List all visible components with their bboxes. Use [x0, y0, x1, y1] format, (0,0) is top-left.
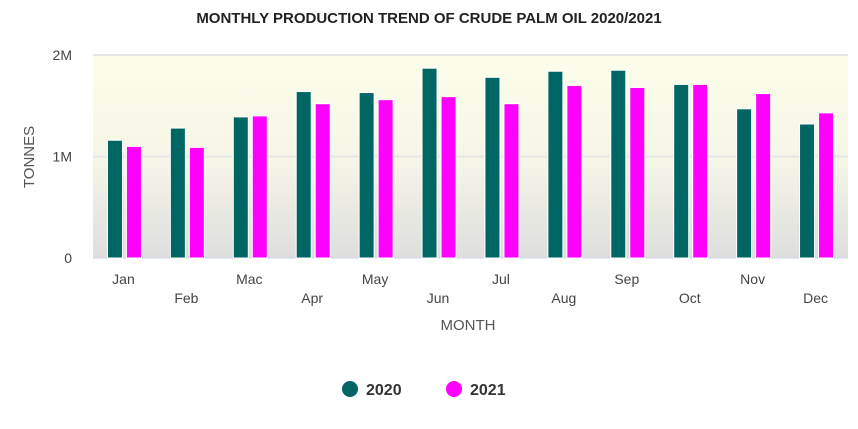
bar-2021-Dec[interactable]: [818, 112, 835, 259]
x-tick-label: Aug: [551, 290, 576, 306]
bar-2020-Apr[interactable]: [295, 91, 312, 259]
bar-2021-Feb[interactable]: [188, 146, 205, 259]
x-tick-label: Oct: [679, 290, 701, 306]
x-tick-label: Apr: [301, 290, 323, 306]
x-tick-label: Jul: [492, 271, 510, 287]
y-tick-label: 2M: [53, 47, 72, 63]
bar-2020-Mac[interactable]: [232, 116, 249, 259]
bar-2020-Aug[interactable]: [547, 70, 564, 259]
legend-marker[interactable]: [342, 381, 358, 397]
bar-2020-Oct[interactable]: [673, 83, 690, 259]
bar-2021-May[interactable]: [377, 99, 394, 259]
bar-2021-Apr[interactable]: [314, 103, 331, 259]
x-tick-label: Nov: [740, 271, 765, 287]
x-tick-label: Mac: [236, 271, 262, 287]
bar-2020-Nov[interactable]: [736, 108, 753, 259]
y-tick-label: 0: [64, 250, 72, 266]
x-tick-label: Sep: [614, 271, 639, 287]
bar-2020-May[interactable]: [358, 92, 375, 259]
y-tick-label: 1M: [53, 149, 72, 165]
legend-label[interactable]: 2021: [470, 382, 506, 399]
bar-2020-Jan[interactable]: [106, 139, 123, 259]
x-tick-label: Feb: [174, 290, 198, 306]
bar-2021-Sep[interactable]: [629, 86, 646, 259]
y-axis-label: TONNES: [21, 126, 38, 188]
bar-2020-Sep[interactable]: [610, 69, 627, 259]
bar-2020-Jun[interactable]: [421, 67, 438, 259]
bar-2021-Mac[interactable]: [251, 115, 268, 259]
bar-2020-Dec[interactable]: [799, 123, 816, 259]
x-tick-label: May: [362, 271, 388, 287]
bar-2021-Nov[interactable]: [755, 93, 772, 259]
bar-2021-Jun[interactable]: [440, 96, 457, 259]
legend-label[interactable]: 2020: [366, 382, 402, 399]
bar-2021-Jul[interactable]: [503, 103, 520, 259]
chart-title: MONTHLY PRODUCTION TREND OF CRUDE PALM O…: [196, 10, 662, 27]
x-tick-label: Jan: [112, 271, 135, 287]
bar-2021-Jan[interactable]: [125, 145, 142, 259]
bar-2020-Jul[interactable]: [484, 76, 501, 259]
x-tick-label: Dec: [803, 290, 828, 306]
x-tick-label: Jun: [427, 290, 450, 306]
bar-2021-Aug[interactable]: [566, 84, 583, 259]
bar-2021-Oct[interactable]: [692, 83, 709, 259]
bar-2020-Feb[interactable]: [169, 127, 186, 259]
x-axis-label: MONTH: [441, 317, 496, 334]
legend-marker[interactable]: [446, 381, 462, 397]
